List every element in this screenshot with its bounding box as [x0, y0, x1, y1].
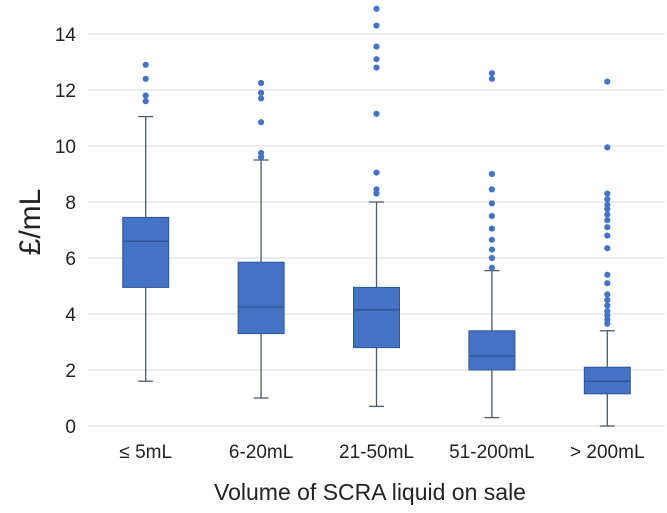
- outlier-point: [142, 75, 149, 82]
- iqr-box: [353, 286, 400, 349]
- outlier-point: [373, 5, 380, 12]
- outlier-point: [604, 217, 611, 224]
- outlier-point: [373, 169, 380, 176]
- iqr-box: [468, 330, 516, 371]
- box-1: [122, 61, 170, 382]
- outlier-point: [604, 144, 611, 151]
- y-tick-label: 8: [65, 193, 76, 214]
- outlier-point: [604, 224, 611, 231]
- y-tick-label: 14: [55, 25, 77, 46]
- outlier-point: [604, 245, 611, 252]
- x-tick-label: 6-20mL: [229, 442, 293, 463]
- outlier-point: [604, 196, 611, 203]
- y-axis-title: £/mL: [14, 189, 47, 256]
- box-5: [583, 78, 631, 427]
- outlier-point: [604, 291, 611, 298]
- outlier-point: [373, 43, 380, 50]
- iqr-box: [583, 366, 631, 395]
- box-2: [237, 79, 285, 399]
- outlier-point: [488, 246, 495, 253]
- outlier-point: [373, 64, 380, 71]
- outlier-point: [488, 254, 495, 262]
- outlier-point: [488, 170, 495, 178]
- y-tick-label: 6: [65, 249, 76, 270]
- y-tick-label: 0: [65, 417, 76, 438]
- outlier-point: [488, 200, 495, 207]
- outlier-point: [373, 186, 380, 193]
- outlier-point: [488, 186, 495, 193]
- box-4: [468, 70, 516, 419]
- outlier-point: [142, 61, 149, 68]
- outlier-point: [488, 70, 495, 77]
- outlier-point: [142, 98, 149, 105]
- outlier-point: [488, 225, 495, 232]
- outlier-point: [604, 190, 611, 197]
- iqr-box: [122, 216, 170, 288]
- y-axis-ticks: 0 2 4 6 8 10 12 14: [55, 25, 77, 438]
- y-tick-label: 4: [65, 305, 76, 326]
- iqr-box: [237, 261, 285, 335]
- outlier-point: [258, 119, 265, 126]
- outlier-point: [488, 236, 495, 243]
- x-tick-label: 51-200mL: [449, 442, 535, 463]
- outlier-point: [604, 78, 611, 85]
- outlier-point: [604, 302, 611, 309]
- y-tick-label: 10: [55, 137, 76, 158]
- outlier-point: [258, 79, 265, 87]
- outlier-point: [604, 308, 611, 315]
- outlier-point: [142, 92, 149, 99]
- outlier-point: [604, 232, 611, 239]
- x-tick-label: 21-50mL: [339, 442, 414, 463]
- y-tick-label: 12: [55, 81, 76, 102]
- x-tick-label: ≤ 5mL: [119, 442, 172, 463]
- y-tick-label: 2: [65, 361, 76, 382]
- x-axis-ticks: ≤ 5mL 6-20mL 21-50mL 51-200mL > 200mL: [119, 442, 644, 463]
- outlier-point: [258, 149, 265, 157]
- box-3: [353, 5, 400, 408]
- boxes: [122, 5, 631, 427]
- outlier-point: [258, 89, 265, 96]
- outlier-point: [488, 75, 495, 82]
- outlier-point: [373, 56, 380, 63]
- outlier-point: [604, 280, 611, 287]
- outlier-point: [604, 271, 611, 278]
- outlier-point: [488, 212, 495, 220]
- outlier-point: [488, 264, 495, 271]
- outlier-point: [604, 201, 611, 208]
- outlier-point: [604, 296, 611, 304]
- outlier-point: [373, 22, 380, 29]
- outlier-point: [258, 95, 265, 102]
- x-axis-title: Volume of SCRA liquid on sale: [214, 479, 526, 505]
- outlier-point: [604, 211, 611, 218]
- x-tick-label: > 200mL: [570, 442, 644, 463]
- outlier-point: [373, 110, 380, 117]
